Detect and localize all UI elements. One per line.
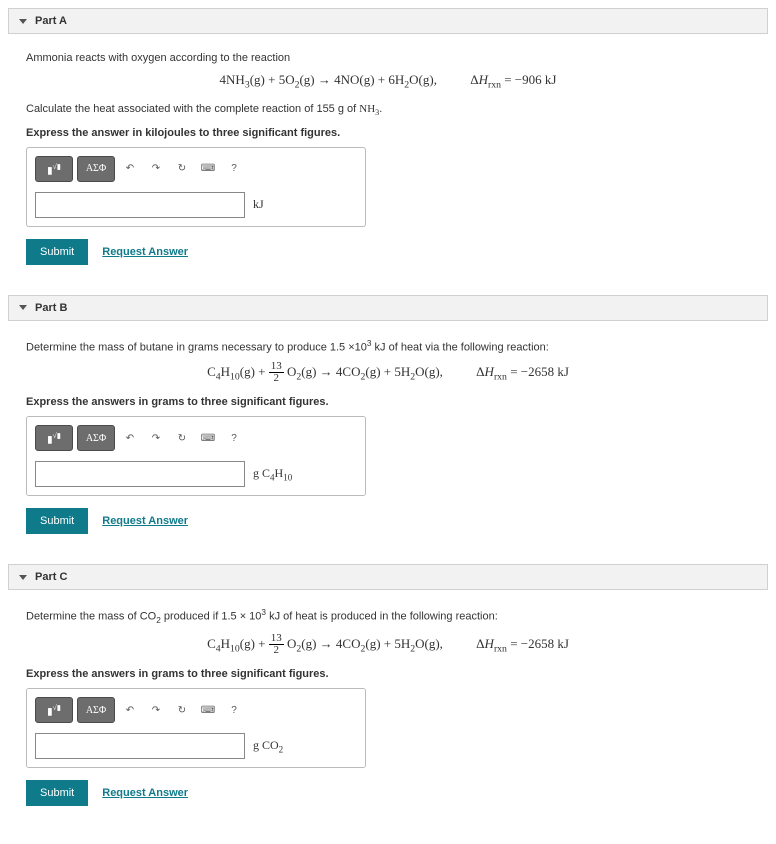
answer-box: ▮√▮ ΑΣΦ ↶ ↷ ↻ ⌨ ? kJ bbox=[26, 147, 366, 227]
reset-button[interactable]: ↻ bbox=[171, 156, 193, 182]
input-row: g CO2 bbox=[35, 733, 357, 759]
part-a: Part A Ammonia reacts with oxygen accord… bbox=[8, 8, 768, 275]
caret-down-icon bbox=[19, 305, 27, 310]
greek-button[interactable]: ΑΣΦ bbox=[77, 425, 115, 451]
greek-button[interactable]: ΑΣΦ bbox=[77, 156, 115, 182]
submit-button[interactable]: Submit bbox=[26, 239, 88, 265]
greek-button[interactable]: ΑΣΦ bbox=[77, 697, 115, 723]
part-body-a: Ammonia reacts with oxygen according to … bbox=[8, 34, 768, 275]
delta-h: ΔHrxn = −2658 kJ bbox=[476, 364, 569, 383]
keyboard-button[interactable]: ⌨ bbox=[197, 156, 219, 182]
equation-row: C4H10(g) + 132 O2(g) → 4CO2(g) + 5H2O(g)… bbox=[26, 633, 750, 656]
equation-row: C4H10(g) + 132 O2(g) → 4CO2(g) + 5H2O(g)… bbox=[26, 361, 750, 384]
nh3-formula: NH3 bbox=[359, 103, 379, 115]
toolbar: ▮√▮ ΑΣΦ ↶ ↷ ↻ ⌨ ? bbox=[35, 156, 357, 182]
caret-down-icon bbox=[19, 19, 27, 24]
math-templates-button[interactable]: ▮√▮ bbox=[35, 425, 73, 451]
submit-button[interactable]: Submit bbox=[26, 508, 88, 534]
actions: Submit Request Answer bbox=[26, 239, 750, 265]
instruction: Express the answers in grams to three si… bbox=[26, 396, 750, 408]
actions: Submit Request Answer bbox=[26, 780, 750, 806]
part-title: Part C bbox=[35, 571, 67, 583]
part-body-b: Determine the mass of butane in grams ne… bbox=[8, 321, 768, 545]
toolbar: ▮√▮ ΑΣΦ ↶ ↷ ↻ ⌨ ? bbox=[35, 697, 357, 723]
equation-row: 4NH3(g) + 5O2(g) → 4NO(g) + 6H2O(g), ΔHr… bbox=[26, 72, 750, 91]
submit-button[interactable]: Submit bbox=[26, 780, 88, 806]
input-row: g C4H10 bbox=[35, 461, 357, 487]
undo-button[interactable]: ↶ bbox=[119, 425, 141, 451]
prompt-line1: Determine the mass of butane in grams ne… bbox=[26, 339, 750, 354]
answer-box: ▮√▮ ΑΣΦ ↶ ↷ ↻ ⌨ ? g CO2 bbox=[26, 688, 366, 768]
delta-h: ΔHrxn = −906 kJ bbox=[470, 72, 556, 91]
part-title: Part A bbox=[35, 15, 67, 27]
prompt-line1: Ammonia reacts with oxygen according to … bbox=[26, 52, 750, 64]
prompt-line1: Determine the mass of CO2 produced if 1.… bbox=[26, 608, 750, 625]
undo-button[interactable]: ↶ bbox=[119, 156, 141, 182]
redo-button[interactable]: ↷ bbox=[145, 697, 167, 723]
toolbar: ▮√▮ ΑΣΦ ↶ ↷ ↻ ⌨ ? bbox=[35, 425, 357, 451]
help-button[interactable]: ? bbox=[223, 156, 245, 182]
equation: C4H10(g) + 132 O2(g) → 4CO2(g) + 5H2O(g)… bbox=[207, 364, 443, 379]
part-c: Part C Determine the mass of CO2 produce… bbox=[8, 564, 768, 816]
caret-down-icon bbox=[19, 575, 27, 580]
answer-input[interactable] bbox=[35, 192, 245, 218]
answer-input[interactable] bbox=[35, 733, 245, 759]
part-body-c: Determine the mass of CO2 produced if 1.… bbox=[8, 590, 768, 816]
prompt-line2: Calculate the heat associated with the c… bbox=[26, 103, 750, 117]
part-header-c[interactable]: Part C bbox=[8, 564, 768, 590]
equation: 4NH3(g) + 5O2(g) → 4NO(g) + 6H2O(g), bbox=[220, 72, 437, 87]
answer-input[interactable] bbox=[35, 461, 245, 487]
help-button[interactable]: ? bbox=[223, 697, 245, 723]
part-header-a[interactable]: Part A bbox=[8, 8, 768, 34]
unit-label: g CO2 bbox=[253, 738, 283, 754]
unit-label: kJ bbox=[253, 197, 264, 212]
math-templates-button[interactable]: ▮√▮ bbox=[35, 697, 73, 723]
instruction: Express the answers in grams to three si… bbox=[26, 668, 750, 680]
instruction: Express the answer in kilojoules to thre… bbox=[26, 127, 750, 139]
part-title: Part B bbox=[35, 302, 67, 314]
request-answer-link[interactable]: Request Answer bbox=[102, 515, 188, 527]
unit-label: g C4H10 bbox=[253, 466, 292, 482]
actions: Submit Request Answer bbox=[26, 508, 750, 534]
redo-button[interactable]: ↷ bbox=[145, 425, 167, 451]
help-button[interactable]: ? bbox=[223, 425, 245, 451]
keyboard-button[interactable]: ⌨ bbox=[197, 697, 219, 723]
equation: C4H10(g) + 132 O2(g) → 4CO2(g) + 5H2O(g)… bbox=[207, 636, 443, 651]
reset-button[interactable]: ↻ bbox=[171, 425, 193, 451]
part-header-b[interactable]: Part B bbox=[8, 295, 768, 321]
math-templates-button[interactable]: ▮√▮ bbox=[35, 156, 73, 182]
delta-h: ΔHrxn = −2658 kJ bbox=[476, 636, 569, 655]
undo-button[interactable]: ↶ bbox=[119, 697, 141, 723]
answer-box: ▮√▮ ΑΣΦ ↶ ↷ ↻ ⌨ ? g C4H10 bbox=[26, 416, 366, 496]
input-row: kJ bbox=[35, 192, 357, 218]
part-b: Part B Determine the mass of butane in g… bbox=[8, 295, 768, 545]
reset-button[interactable]: ↻ bbox=[171, 697, 193, 723]
redo-button[interactable]: ↷ bbox=[145, 156, 167, 182]
keyboard-button[interactable]: ⌨ bbox=[197, 425, 219, 451]
request-answer-link[interactable]: Request Answer bbox=[102, 246, 188, 258]
request-answer-link[interactable]: Request Answer bbox=[102, 787, 188, 799]
